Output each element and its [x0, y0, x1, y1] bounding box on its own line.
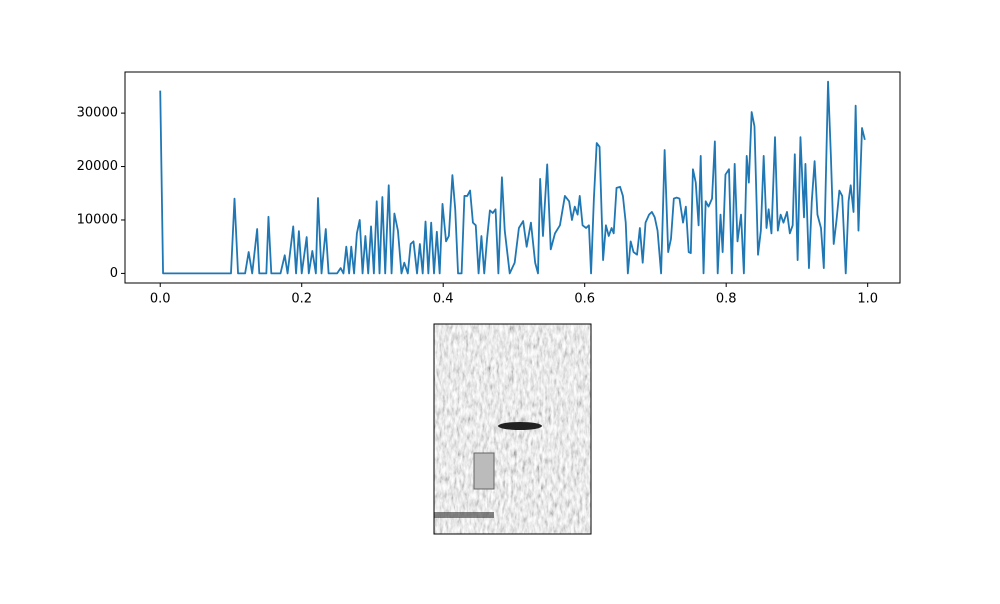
plot-frame — [124, 71, 901, 284]
image-frame — [433, 323, 592, 535]
x-tick-label: 0.2 — [291, 292, 312, 307]
x-tick-label: 0.4 — [433, 292, 454, 307]
y-tick-label: 20000 — [77, 159, 118, 174]
x-tick-label: 1.0 — [857, 292, 878, 307]
axes: 0.0 0.2 0.4 0.6 0.8 1.0 0 10000 20000 30000 — [77, 71, 901, 307]
x-tick-label: 0.0 — [150, 292, 171, 307]
image-feature — [434, 512, 494, 518]
y-tick-label: 10000 — [77, 212, 118, 227]
data-line — [159, 80, 866, 275]
x-tick-label: 0.6 — [574, 292, 595, 307]
image-panel — [433, 323, 592, 535]
y-tick-label: 30000 — [77, 106, 118, 121]
image-dark-spot — [498, 422, 542, 430]
x-tick-label: 0.8 — [716, 292, 737, 307]
image-feature — [473, 452, 495, 490]
y-tick-label: 0 — [110, 266, 118, 281]
